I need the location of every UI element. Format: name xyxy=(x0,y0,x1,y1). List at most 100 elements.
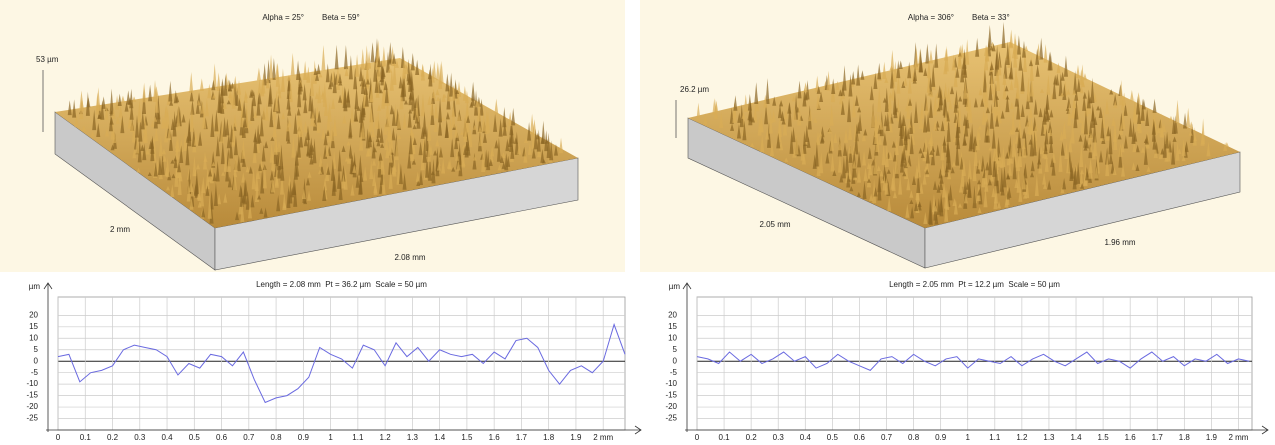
surface-spike xyxy=(783,109,788,120)
surface-spike xyxy=(481,109,486,132)
surface-spike xyxy=(958,96,963,102)
surface-spike xyxy=(933,118,938,131)
surface-spike xyxy=(977,206,982,214)
surface-spike xyxy=(203,151,208,170)
surface-spike xyxy=(942,182,947,198)
surface-spike xyxy=(334,44,339,70)
surface-spike xyxy=(85,91,90,116)
surface-spike xyxy=(1074,88,1079,101)
surface-spike xyxy=(261,72,266,94)
surface-spike xyxy=(285,121,290,132)
surface-spike xyxy=(381,174,386,195)
surface-spike xyxy=(849,186,854,192)
surface-spike xyxy=(1053,74,1058,85)
surface-spike xyxy=(951,160,956,167)
surface-spike xyxy=(860,70,865,80)
surface-spike xyxy=(181,113,186,123)
surface-spike xyxy=(402,57,407,79)
surface-spike xyxy=(928,98,933,118)
surface-spike xyxy=(223,148,228,172)
surface-spike xyxy=(212,93,217,99)
surface-spike xyxy=(958,182,963,193)
surface-spike xyxy=(890,67,895,89)
surface-spike xyxy=(275,149,280,167)
surface-spike xyxy=(1123,135,1128,149)
surface-spike xyxy=(909,199,914,205)
surface-spike xyxy=(901,136,906,156)
surface-spike xyxy=(963,194,968,204)
surface-spike xyxy=(1082,91,1087,99)
surface-spike xyxy=(305,151,310,156)
surface-spike xyxy=(360,48,365,70)
surface-spike xyxy=(111,107,116,120)
surface-spike xyxy=(1048,128,1053,137)
surface-spike xyxy=(750,142,755,147)
surface-spike xyxy=(777,103,782,119)
y-tick-label: 20 xyxy=(668,310,677,319)
surface-spike xyxy=(67,100,72,116)
surface-spike xyxy=(240,202,245,222)
surface-spike xyxy=(286,74,291,81)
x-tick-label: 0 xyxy=(56,433,61,442)
surface-spike xyxy=(882,61,887,80)
surface-spike xyxy=(934,43,939,68)
surface-spike xyxy=(989,103,994,129)
surface-spike xyxy=(369,83,374,103)
surface-spike xyxy=(493,113,498,132)
surface-spike xyxy=(832,169,837,177)
surface-spike xyxy=(322,96,327,103)
surface-spike xyxy=(1020,103,1025,117)
surface-spike xyxy=(226,100,231,105)
surface-spike xyxy=(1018,54,1023,71)
surface-spike xyxy=(1092,117,1097,143)
x-tick-label: 0.1 xyxy=(80,433,92,442)
surface-spike xyxy=(902,171,907,177)
x-tick-label: 1 xyxy=(328,433,333,442)
surface-spike xyxy=(388,152,393,163)
surface-spike xyxy=(1073,107,1078,129)
surface-spike xyxy=(907,77,912,94)
surface-spike xyxy=(1135,144,1140,153)
surface-spike xyxy=(1143,138,1148,143)
surface-spike xyxy=(898,60,903,69)
surface-spike xyxy=(943,106,948,130)
surface-spike xyxy=(371,127,376,138)
surface-spike xyxy=(355,173,360,188)
surface-spike xyxy=(222,116,227,137)
surface-spike xyxy=(479,98,484,116)
surface-spike xyxy=(348,118,353,138)
y-axis-label: µm xyxy=(669,282,681,291)
surface-spike xyxy=(1018,141,1023,168)
surface-spike xyxy=(856,64,861,86)
surface-spike xyxy=(531,147,536,159)
surface-spike xyxy=(940,159,945,176)
surface-spike xyxy=(911,175,916,185)
surface-spike xyxy=(930,142,935,166)
surface-spike xyxy=(153,80,158,103)
surface-spike xyxy=(792,104,797,121)
surface-spike xyxy=(478,125,483,133)
surface-spike xyxy=(170,159,175,164)
surface-spike xyxy=(427,139,432,162)
surface-spike xyxy=(352,164,357,173)
surface-spike xyxy=(1005,95,1010,100)
surface-spike xyxy=(428,63,433,87)
surface-spike xyxy=(876,165,881,172)
surface-spike xyxy=(445,73,450,92)
surface-spike xyxy=(1135,96,1140,115)
surface-spike xyxy=(346,155,351,164)
surface-spike xyxy=(1023,50,1028,73)
surface-spike xyxy=(407,150,412,169)
surface-spike xyxy=(830,153,835,172)
surface-spike xyxy=(1113,93,1118,106)
surface-spike xyxy=(939,193,944,213)
surface-spike xyxy=(1186,107,1191,128)
surface-spike xyxy=(907,61,912,79)
surface-spike xyxy=(186,180,191,202)
surface-spike xyxy=(256,93,261,116)
surface-spike xyxy=(303,136,308,147)
surface-spike xyxy=(205,167,210,190)
y-axis-label: µm xyxy=(29,282,41,291)
surface-spike xyxy=(378,152,383,161)
